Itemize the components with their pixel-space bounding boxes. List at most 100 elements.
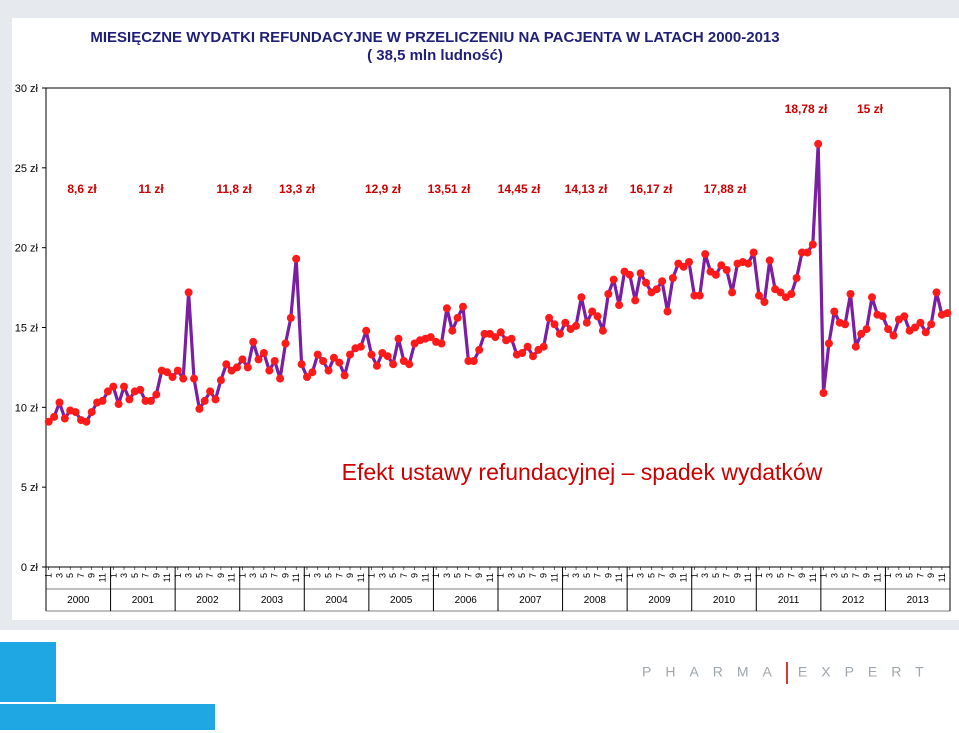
data-point — [760, 298, 769, 306]
data-point — [658, 277, 667, 286]
annual-value-label: 17,88 zł — [704, 182, 747, 196]
data-point — [868, 293, 876, 302]
month-tick-label: 11 — [162, 573, 172, 582]
data-point — [281, 339, 290, 348]
month-tick-label: 3 — [377, 573, 387, 578]
month-tick-label: 9 — [87, 573, 97, 578]
data-point — [609, 275, 618, 284]
data-point — [324, 366, 333, 375]
month-tick-label: 11 — [420, 573, 430, 582]
data-point — [518, 349, 527, 357]
plot-frame — [45, 87, 951, 568]
month-tick-label: 3 — [313, 573, 323, 578]
annual-value-label: 14,13 zł — [565, 182, 608, 196]
data-point — [846, 290, 855, 298]
month-tick-label: 9 — [345, 573, 355, 578]
month-tick-label: 1 — [44, 573, 54, 578]
data-point — [469, 357, 478, 365]
month-tick-label: 11 — [356, 573, 366, 582]
data-point — [491, 333, 500, 342]
month-tick-label: 9 — [862, 573, 872, 578]
month-tick-label: 1 — [496, 573, 506, 578]
data-point — [103, 387, 112, 396]
data-point — [604, 290, 613, 298]
data-point — [286, 313, 295, 322]
data-point — [249, 337, 258, 346]
month-tick-label: 11 — [743, 573, 753, 582]
data-point — [475, 345, 484, 354]
month-tick-label: 3 — [248, 573, 258, 578]
month-tick-label: 9 — [732, 573, 742, 578]
data-point — [179, 374, 188, 383]
data-point — [292, 254, 301, 263]
data-point — [303, 373, 311, 381]
data-point — [776, 288, 785, 297]
logo-divider — [785, 662, 788, 684]
data-point — [389, 360, 398, 369]
month-tick-label: 9 — [474, 573, 484, 578]
data-point — [911, 323, 919, 332]
series-markers — [44, 139, 952, 426]
data-point — [878, 312, 887, 321]
month-tick-label: 9 — [668, 573, 678, 578]
data-point — [346, 350, 354, 359]
data-point — [426, 333, 435, 342]
data-point — [270, 357, 279, 365]
month-tick-label: 11 — [485, 573, 495, 582]
month-tick-label: 9 — [926, 573, 936, 578]
month-tick-label: 5 — [711, 573, 721, 578]
y-tick-label: 15 zł — [15, 323, 39, 335]
data-point — [862, 325, 871, 334]
month-tick-label: 5 — [646, 573, 656, 578]
month-tick-label: 9 — [151, 573, 161, 578]
month-tick-label: 11 — [227, 573, 237, 582]
annotation-text: Efekt ustawy refundacyjnej – spadek wyda… — [342, 459, 823, 485]
data-point — [335, 358, 344, 367]
data-point — [200, 396, 209, 405]
data-point — [233, 363, 241, 372]
data-point — [932, 288, 941, 297]
data-point — [582, 318, 591, 327]
month-tick-label: 7 — [851, 573, 861, 578]
data-point — [744, 259, 753, 268]
annual-value-label: 8,6 zł — [67, 182, 97, 196]
data-point — [695, 291, 704, 300]
month-tick-label: 5 — [453, 573, 463, 578]
data-point — [356, 342, 365, 351]
data-point — [593, 312, 602, 321]
data-point — [60, 414, 69, 423]
y-tick-label: 25 zł — [15, 163, 39, 175]
data-point — [636, 269, 645, 278]
month-tick-label: 7 — [593, 573, 603, 578]
data-point — [437, 339, 446, 348]
chart-title: MIESIĘCZNE WYDATKI REFUNDACYJNE W PRZELI… — [90, 29, 779, 46]
data-point — [728, 288, 737, 297]
chart-card — [12, 18, 959, 620]
data-point — [529, 352, 537, 361]
data-point — [109, 382, 118, 391]
data-point — [82, 417, 91, 426]
data-point — [448, 326, 457, 335]
month-tick-label: 1 — [431, 573, 441, 578]
month-tick-label: 5 — [388, 573, 398, 578]
data-point — [394, 334, 403, 343]
annual-value-label: 13,51 zł — [428, 182, 471, 196]
year-label: 2008 — [584, 595, 607, 606]
month-tick-label: 9 — [603, 573, 613, 578]
month-tick-label: 1 — [367, 573, 377, 578]
data-point — [685, 258, 693, 266]
month-tick-label: 9 — [797, 573, 807, 578]
month-tick-label: 7 — [76, 573, 86, 578]
data-point — [900, 312, 909, 321]
data-point — [211, 395, 220, 404]
logo-right-text: EXPERT — [797, 663, 938, 680]
data-point — [884, 325, 893, 334]
month-tick-label: 11 — [98, 573, 108, 582]
data-point — [749, 248, 758, 257]
data-point — [44, 417, 53, 426]
data-point — [297, 360, 306, 369]
year-label: 2004 — [325, 595, 348, 606]
data-point — [71, 408, 80, 417]
month-tick-label: 3 — [636, 573, 646, 578]
